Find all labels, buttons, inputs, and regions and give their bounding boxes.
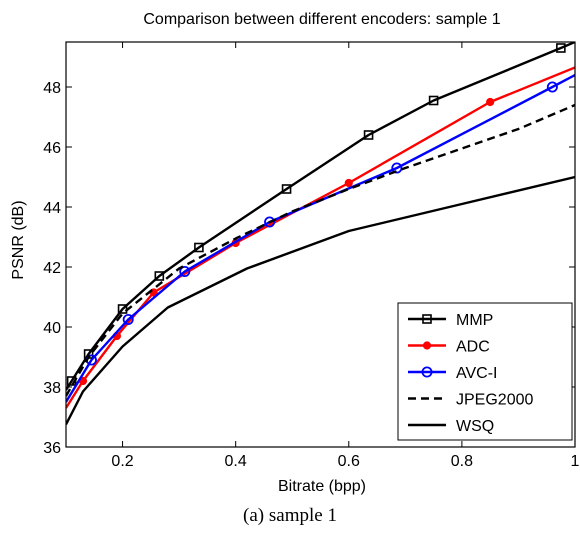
legend-item-avc-i: AVC-I (408, 365, 497, 382)
x-axis-label: Bitrate (bpp) (278, 478, 366, 495)
y-axis-label: PSNR (dB) (10, 200, 27, 279)
legend-item-mmp: MMP (408, 312, 493, 329)
legend-label: ADC (456, 339, 490, 356)
series-layer (66, 42, 575, 426)
mmp-point (154, 271, 165, 281)
y-tick-label: 46 (43, 140, 61, 157)
legend-label: MMP (456, 312, 493, 329)
legend-item-wsq: WSQ (408, 418, 494, 435)
legend-label: JPEG2000 (456, 392, 533, 409)
mmp-legend-point (422, 314, 432, 324)
legend-label: AVC-I (456, 365, 497, 382)
mmp-point (363, 130, 374, 140)
legend: MMP ADC AVC-I JPEG2000 WSQ (397, 302, 573, 441)
mmp-line (66, 42, 575, 391)
adc-point (486, 97, 495, 107)
psnr-bitrate-chart: Comparison between different encoders: s… (10, 11, 580, 495)
avc-i-series (66, 73, 575, 403)
wsq-series (66, 175, 575, 426)
legend-label: WSQ (456, 418, 494, 435)
ticks-layer: 0.2 0.4 0.6 0.8 1 36 38 40 42 44 46 48 (43, 42, 580, 470)
avc-i-point (391, 162, 403, 174)
avc-i-point (546, 81, 558, 93)
avc-i-line (66, 73, 575, 403)
mmp-series (66, 42, 575, 391)
mmp-point (428, 95, 439, 106)
y-tick-label: 38 (43, 380, 61, 397)
avc-i-point (122, 313, 134, 325)
legend-item-adc: ADC (408, 339, 490, 356)
mmp-point (281, 184, 292, 194)
x-tick-label: 1 (571, 453, 580, 470)
plot-frame (65, 41, 576, 448)
avc-i-point (179, 265, 191, 277)
avc-i-legend-point (421, 366, 433, 378)
chart-title: Comparison between different encoders: s… (143, 11, 500, 28)
figure-caption: (a) sample 1 (243, 505, 337, 526)
wsq-line (66, 175, 575, 426)
avc-i-point (264, 216, 276, 228)
x-tick-label: 0.2 (111, 453, 133, 470)
x-tick-label: 0.8 (451, 453, 473, 470)
y-tick-label: 36 (43, 440, 61, 457)
adc-legend-point (422, 341, 432, 350)
adc-point (344, 178, 353, 188)
jpeg2000-series (66, 103, 575, 397)
jpeg2000-line (66, 103, 575, 397)
x-tick-label: 0.6 (338, 453, 360, 470)
y-tick-label: 44 (43, 200, 61, 217)
y-tick-label: 48 (43, 80, 61, 97)
adc-line (66, 66, 575, 409)
mmp-point (194, 242, 204, 253)
legend-item-jpeg2000: JPEG2000 (408, 392, 533, 409)
mmp-point (556, 43, 566, 53)
y-tick-label: 40 (43, 320, 61, 337)
y-tick-label: 42 (43, 260, 61, 277)
x-tick-label: 0.4 (225, 453, 247, 470)
